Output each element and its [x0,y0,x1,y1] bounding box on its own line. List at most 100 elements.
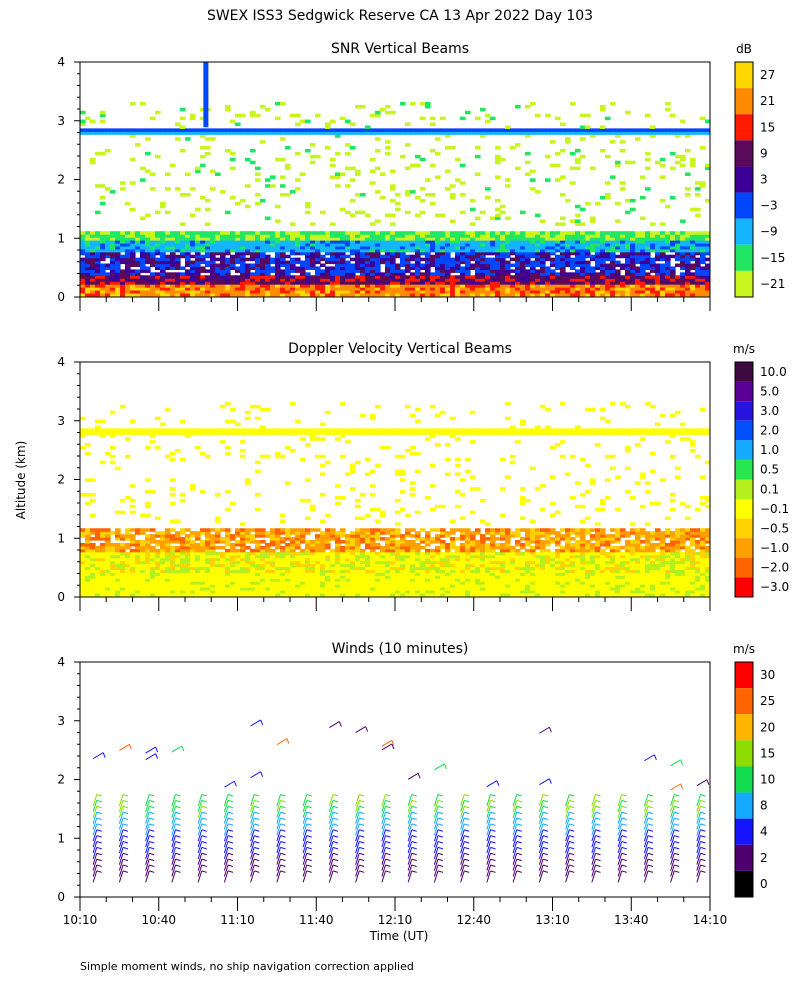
snr-cell [490,289,496,294]
snr-cell [430,260,436,265]
snr-cell [425,193,431,197]
doppler-cell [275,587,281,591]
snr-cell [180,131,186,135]
snr-cell [460,193,466,197]
snr-cell [530,245,536,250]
snr-cell [645,234,651,238]
doppler-cell [90,584,96,588]
doppler-cell [80,551,86,556]
doppler-cell [335,566,341,570]
doppler-cell [245,554,251,559]
snr-cell [460,269,466,273]
snr-cell [675,134,681,138]
doppler-cell [195,560,201,565]
snr-cell [490,269,496,273]
snr-cell [600,281,606,285]
snr-cell [630,257,636,262]
snr-cell [355,240,361,244]
snr-cell [370,231,376,235]
snr-cell [650,131,656,135]
doppler-cell [155,554,161,559]
snr-cell [235,275,241,279]
snr-cell [195,131,201,135]
doppler-cell [200,490,206,494]
doppler-cell [305,545,311,550]
snr-cell [275,257,281,262]
doppler-cell [260,407,266,412]
snr-cell [640,266,646,270]
doppler-cell [370,557,376,562]
doppler-cell [210,592,216,597]
snr-cell [275,101,281,106]
doppler-cell [180,528,186,532]
snr-cell [320,254,326,259]
snr-cell [100,263,106,268]
snr-cell [150,234,156,238]
snr-cell [625,240,631,244]
snr-cell [415,284,421,288]
doppler-cell [330,528,336,532]
snr-cell [600,148,606,153]
doppler-cell [145,542,151,547]
doppler-cell [100,592,106,597]
snr-cell [565,242,571,247]
snr-cell [445,131,451,135]
snr-cell [215,263,221,268]
snr-cell [400,260,406,265]
doppler-cell [205,534,211,538]
snr-cell [370,113,376,118]
snr-cell [345,166,351,171]
snr-cell [535,245,541,250]
snr-cell [235,201,241,206]
snr-cell [330,287,336,291]
doppler-cell [250,528,256,532]
snr-cell [400,231,406,235]
snr-cell [705,234,710,238]
doppler-cell [215,581,221,585]
snr-cell [430,275,436,279]
snr-cell [250,275,256,279]
doppler-cell [325,431,331,435]
snr-cell [175,292,181,297]
snr-cell [355,172,361,176]
doppler-cell [290,578,296,582]
doppler-cell [285,581,291,585]
snr-cell [675,263,681,268]
snr-cell [335,281,341,285]
doppler-cell [90,563,96,568]
doppler-cell [215,428,221,432]
snr-cell [180,231,186,235]
doppler-cell [340,584,346,588]
doppler-cell [95,551,101,556]
snr-cell [140,178,146,182]
doppler-cell [280,551,286,556]
snr-cell [525,272,531,276]
snr-cell [180,292,186,297]
doppler-cell [330,537,336,541]
snr-cell [690,292,696,297]
snr-cell [520,234,526,238]
snr-cell [700,289,706,294]
doppler-cell [340,569,346,573]
doppler-cell [370,484,376,488]
doppler-cell [220,575,226,579]
snr-cell [505,275,511,279]
snr-cell [240,245,246,250]
doppler-cell [135,584,141,588]
snr-cell [365,289,371,294]
doppler-cell [100,431,106,435]
snr-cell [210,289,216,294]
snr-cell [600,289,606,294]
snr-cell [360,193,366,197]
snr-cell [465,251,471,256]
doppler-cell [90,572,96,576]
snr-cell [430,278,436,282]
snr-cell [570,219,576,223]
snr-cell [385,151,391,156]
snr-cell [610,248,616,253]
doppler-cell [185,566,191,570]
snr-cell [595,287,601,291]
doppler-cell [355,572,361,576]
snr-cell [675,128,681,132]
doppler-cell [325,587,331,591]
